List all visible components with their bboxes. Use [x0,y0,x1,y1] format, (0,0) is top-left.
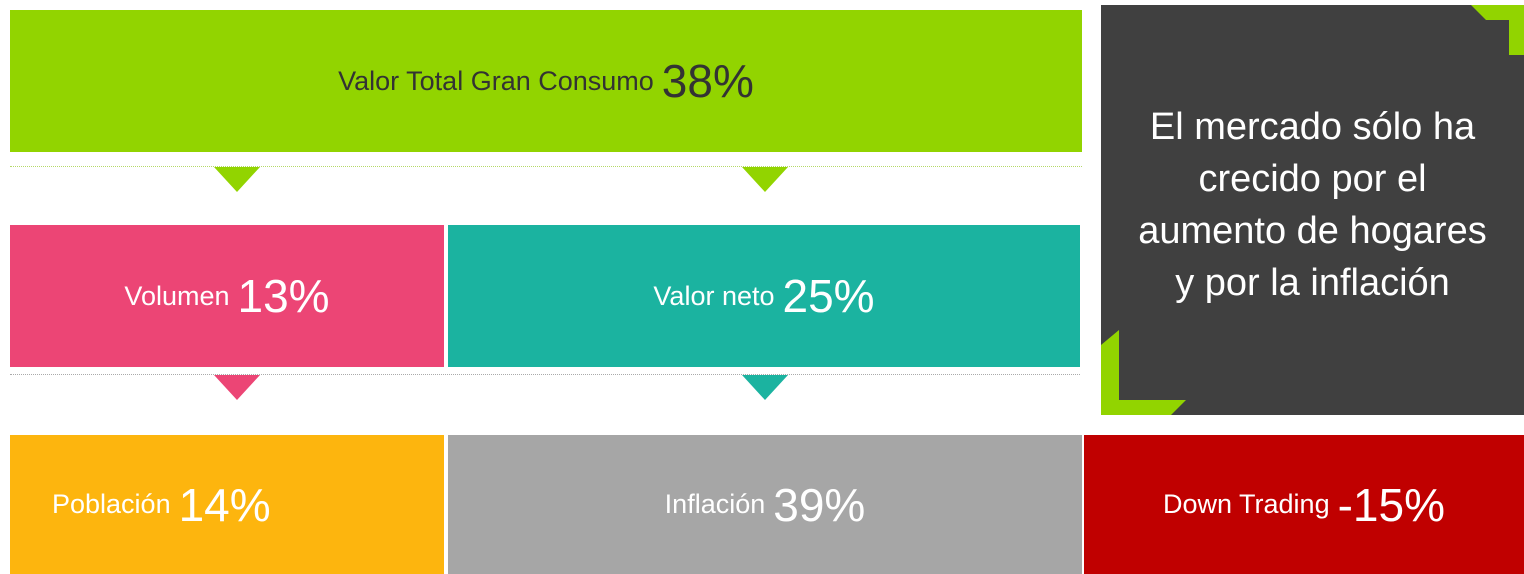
label: Valor Total Gran Consumo [338,65,654,96]
label: Inflación [664,489,766,519]
inflation-box: Inflación 39% [448,435,1082,574]
value: 25% [782,270,875,322]
label: Down Trading [1163,489,1330,519]
volume-box: Volumen 13% [10,225,444,367]
note-line: y por la inflación [1175,262,1450,304]
corner-accents [1101,5,1524,415]
top-box: Valor Total Gran Consumo 38% [10,10,1082,152]
population-box: Población 14% [10,435,444,574]
arrows [214,167,788,400]
label: Valor neto [653,280,775,311]
net-value-box: Valor neto 25% [448,225,1080,367]
corner [1471,5,1524,55]
value: 14% [178,478,271,531]
note-line: El mercado sólo ha [1149,106,1476,148]
arrow [214,167,260,192]
arrow [214,375,260,400]
label: Población [52,489,171,519]
down-trading-box: Down Trading -15% [1084,435,1524,574]
arrow [742,167,788,192]
arrow [742,375,788,400]
divider [10,166,1082,167]
label: Volumen [124,280,230,311]
corner [1101,330,1186,415]
note-line: crecido por el [1198,158,1427,200]
value: 38% [661,55,754,107]
note-line: aumento de hogares [1138,210,1487,252]
value: 39% [773,478,866,531]
note-box: El mercado sólo ha crecido por el aument… [1101,5,1524,415]
value: 13% [237,270,330,322]
divider [10,374,1080,375]
value: -15% [1337,478,1445,531]
